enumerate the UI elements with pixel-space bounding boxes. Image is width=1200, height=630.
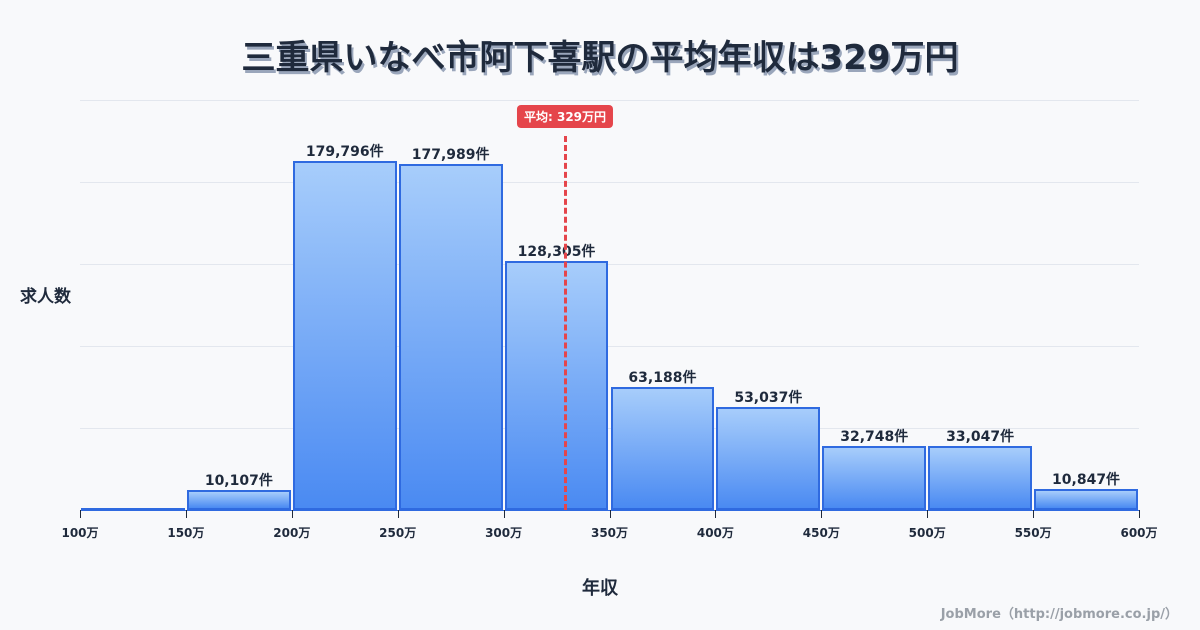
x-tick-label: 200万 [273,526,311,540]
bar-value-label: 128,305件 [517,243,596,260]
x-tick [821,510,823,518]
x-tick [1033,510,1035,518]
chart-title: 三重県いなべ市阿下喜駅の平均年収は329万円 [241,38,959,78]
gridline [80,428,1139,429]
bar-value-label: 32,748件 [840,429,909,446]
bar-value-label: 179,796件 [305,143,384,160]
x-tick-label: 450万 [802,526,840,540]
bar-value-label: 53,037件 [734,389,803,406]
histogram-bar [398,164,503,510]
histogram-bar [610,387,715,510]
x-tick [1139,510,1140,518]
bar-value-label: 177,989件 [411,147,490,164]
mean-line [564,136,568,510]
histogram-bar [292,160,397,510]
credit-text: JobMore（http://jobmore.co.jp/） [940,607,1178,622]
gridline [80,182,1139,183]
x-tick [609,510,611,518]
histogram-bar [822,446,927,510]
x-tick-label: 100万 [61,526,99,540]
bar-value-label: 33,047件 [946,428,1015,445]
x-tick [715,510,717,518]
plot-area: 10,107件 179,796件 177,989件 128,305件 63,188件 53… [80,100,1139,511]
x-tick-label: 400万 [696,526,734,540]
x-tick [927,510,929,518]
x-tick [397,510,399,518]
x-tick [291,510,293,518]
y-axis-label: 求人数 [20,287,71,307]
x-tick [80,510,81,518]
x-tick-label: 600万 [1120,526,1158,540]
histogram-bar [186,490,291,510]
x-tick-label: 550万 [1014,526,1052,540]
histogram-bar [928,445,1033,510]
bar-value-label: 10,107件 [204,473,273,490]
x-tick [503,510,505,518]
mean-badge: 平均: 329万円 [517,105,614,128]
gridline [80,100,1139,101]
x-tick-label: 300万 [485,526,523,540]
gridline [80,264,1139,265]
x-tick-label: 150万 [167,526,205,540]
bar-value-label: 10,847件 [1052,471,1121,488]
bar-value-label: 63,188件 [628,370,697,387]
histogram-bar [81,508,185,510]
histogram-bar [1034,488,1138,510]
x-tick-label: 500万 [908,526,946,540]
x-axis-label: 年収 [582,578,618,599]
gridline [80,346,1139,347]
histogram-bar [504,260,609,510]
x-tick-label: 250万 [379,526,417,540]
histogram-bar [716,406,821,510]
x-tick [185,510,187,518]
x-tick-label: 350万 [590,526,629,540]
